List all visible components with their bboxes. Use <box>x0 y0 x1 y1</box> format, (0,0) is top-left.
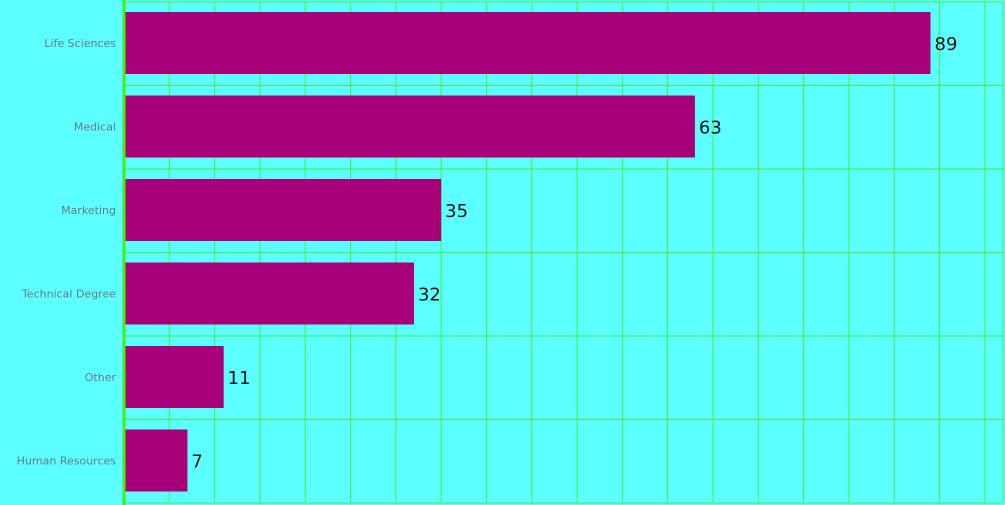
bar-technical-degree <box>124 263 414 325</box>
category-label: Technical Degree <box>21 288 116 301</box>
bar-other <box>124 346 224 408</box>
grid <box>124 2 1003 503</box>
category-label: Other <box>85 371 117 384</box>
bar-human-resources <box>124 430 187 492</box>
bar-marketing <box>124 179 441 241</box>
value-label: 89 <box>935 34 958 55</box>
value-label: 63 <box>699 118 722 139</box>
category-label: Marketing <box>61 204 116 217</box>
value-label: 7 <box>191 452 202 473</box>
bar-medical <box>124 96 695 158</box>
value-label: 32 <box>418 285 441 306</box>
category-label: Medical <box>74 121 116 134</box>
bar-life-sciences <box>124 12 931 74</box>
value-label: 11 <box>228 368 251 389</box>
value-label: 35 <box>445 201 468 222</box>
category-label: Life Sciences <box>44 37 116 50</box>
category-label: Human Resources <box>17 455 117 468</box>
